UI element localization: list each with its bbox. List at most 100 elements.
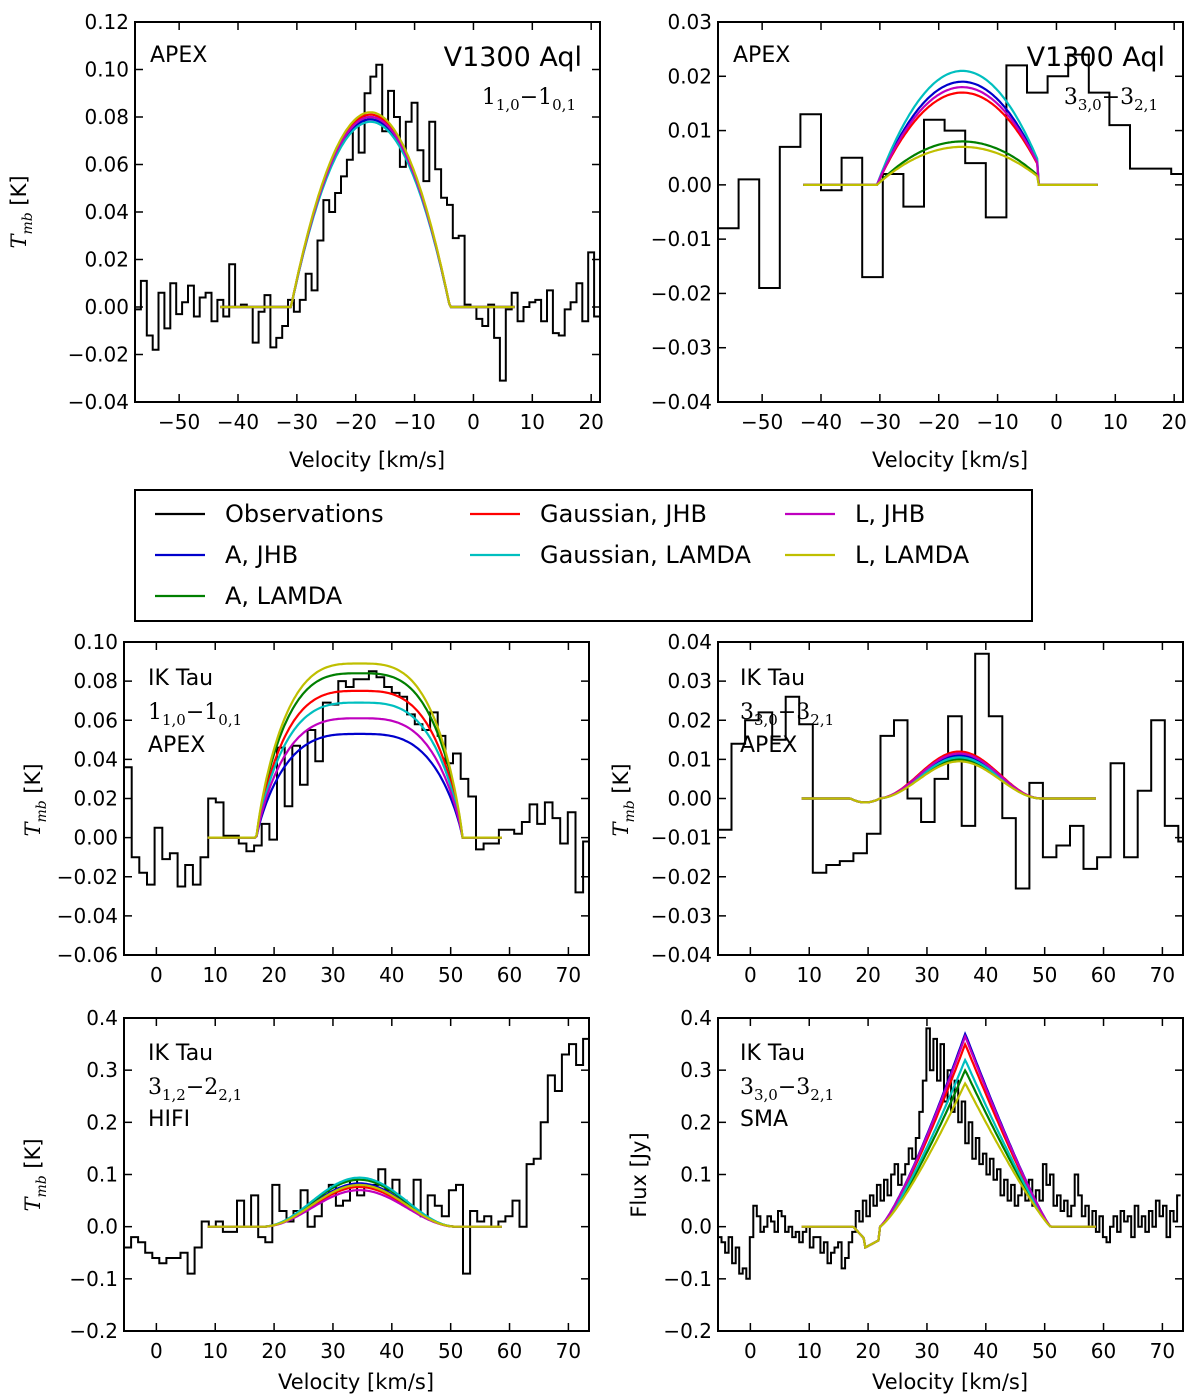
- panel-v1300-110: −50 −40 −30 −20 −10 0 10 20 −0.04 −0.02 0.00 0.02 0.…: [7, 10, 604, 472]
- legend-label: A, JHB: [225, 541, 298, 569]
- x-tick-label: 60: [497, 1339, 522, 1363]
- y-tick-label: −0.01: [651, 227, 712, 251]
- y-tick-label: −0.1: [69, 1267, 118, 1291]
- star-label: IK Tau: [148, 1041, 213, 1066]
- series-l-lamda: [220, 111, 515, 309]
- x-tick-label: 70: [1150, 1339, 1175, 1363]
- x-tick-label: 50: [1032, 963, 1057, 987]
- x-tick-label: 20: [1161, 410, 1186, 434]
- y-tick-label: −0.02: [651, 865, 712, 889]
- y-tick-label: 0.00: [667, 173, 712, 197]
- legend-label: A, LAMDA: [225, 582, 343, 610]
- x-tick-label: 10: [520, 410, 545, 434]
- y-tick-label: 0.00: [73, 826, 118, 850]
- y-tick-label: −0.04: [651, 390, 712, 414]
- series-l-lamda: [801, 1081, 1096, 1250]
- legend-label: L, JHB: [855, 500, 925, 528]
- series-observations: [124, 1037, 589, 1275]
- x-tick-label: 0: [150, 1339, 163, 1363]
- series-l-lamda: [801, 760, 1096, 804]
- x-axis-label: Velocity [km/s]: [872, 1370, 1028, 1394]
- series-observations: [718, 652, 1183, 890]
- transition-label: 11,0−10,1: [148, 700, 242, 729]
- x-tick-label: 20: [261, 963, 286, 987]
- series-observations: [718, 53, 1183, 289]
- x-tick-label: 30: [914, 1339, 939, 1363]
- transition-label: 33,0−32,1: [1064, 85, 1158, 114]
- y-tick-label: 0.06: [84, 153, 129, 177]
- y-tick-label: −0.03: [651, 336, 712, 360]
- x-tick-label: 10: [203, 1339, 228, 1363]
- y-tick-label: 0.03: [667, 669, 712, 693]
- x-tick-label: 60: [1091, 1339, 1116, 1363]
- series-l-jhb: [801, 1033, 1096, 1250]
- x-tick-label: −50: [158, 410, 200, 434]
- plot-frame: [717, 21, 1184, 403]
- y-tick-label: −0.06: [57, 943, 118, 967]
- y-tick-label: −0.01: [651, 826, 712, 850]
- y-tick-label: 0.08: [73, 669, 118, 693]
- series-l-jhb: [220, 115, 515, 309]
- panel-iktau-330-apex: 0 10 20 30 40 50 60 70 −0.04 −0.03 −0.02 −0.01 0.00 0…: [609, 630, 1184, 987]
- star-label: IK Tau: [148, 666, 213, 691]
- x-tick-label: 20: [578, 410, 603, 434]
- series-l-lamda: [803, 145, 1098, 186]
- panel-v1300-330: −50 −40 −30 −20 −10 0 10 20 −0.04 −0.03 −0.02 −0.01…: [651, 10, 1187, 472]
- y-tick-label: 0.3: [680, 1058, 712, 1082]
- series-observations: [124, 670, 589, 894]
- x-tick-label: 70: [1150, 963, 1175, 987]
- y-tick-label: −0.2: [663, 1319, 712, 1343]
- x-tick-label: −40: [800, 410, 842, 434]
- y-tick-label: 0.1: [86, 1163, 118, 1187]
- series-l-jhb: [803, 85, 1098, 186]
- y-tick-label: 0.00: [84, 295, 129, 319]
- x-tick-label: −20: [918, 410, 960, 434]
- series-l-lamda: [207, 1183, 502, 1228]
- x-tick-label: 40: [379, 1339, 404, 1363]
- series-a-jhb: [220, 118, 515, 309]
- transition-label: 11,0−10,1: [482, 85, 576, 114]
- series-gaussian-jhb: [801, 1041, 1096, 1250]
- x-tick-label: 20: [261, 1339, 286, 1363]
- y-tick-label: 0.12: [84, 10, 129, 34]
- transition-label: 33,0−32,1: [740, 700, 834, 729]
- telescope-label: APEX: [733, 43, 790, 68]
- y-axis-label: Tmb [K]: [21, 763, 50, 836]
- x-tick-label: 70: [556, 963, 581, 987]
- x-tick-label: 0: [150, 963, 163, 987]
- x-tick-label: −50: [741, 410, 783, 434]
- y-tick-label: 0.02: [667, 64, 712, 88]
- y-tick-label: 0.04: [84, 200, 129, 224]
- x-tick-label: 0: [1050, 410, 1063, 434]
- x-tick-label: 10: [1103, 410, 1128, 434]
- x-tick-label: −30: [859, 410, 901, 434]
- y-tick-label: −0.02: [651, 281, 712, 305]
- y-tick-label: −0.04: [68, 390, 129, 414]
- plot-frame: [134, 21, 601, 403]
- series-l-jhb: [207, 717, 502, 839]
- x-tick-label: 50: [438, 1339, 463, 1363]
- panel-iktau-330-sma: 0 10 20 30 40 50 60 70 −0.2 −0.1 0.0 0.1 0.2 0.3 0.4 I…: [627, 1006, 1184, 1394]
- y-tick-label: 0.00: [667, 787, 712, 811]
- telescope-label: APEX: [740, 733, 797, 758]
- legend-label: Observations: [225, 500, 384, 528]
- series-gaussian-jhb: [803, 91, 1098, 186]
- y-tick-label: 0.10: [84, 58, 129, 82]
- x-tick-label: 30: [914, 963, 939, 987]
- x-tick-label: 10: [203, 963, 228, 987]
- star-label: V1300 Aql: [1027, 42, 1165, 73]
- y-tick-label: 0.02: [73, 787, 118, 811]
- x-axis-label: Velocity [km/s]: [872, 448, 1028, 472]
- series-a-lamda: [220, 115, 515, 309]
- y-tick-label: 0.01: [667, 119, 712, 143]
- x-tick-label: 10: [797, 963, 822, 987]
- x-tick-label: 20: [855, 1339, 880, 1363]
- series-gaussian-jhb: [220, 113, 515, 309]
- series-a-jhb: [801, 1031, 1096, 1250]
- x-tick-label: 40: [379, 963, 404, 987]
- y-tick-label: −0.02: [68, 343, 129, 367]
- y-tick-label: 0.2: [680, 1110, 712, 1134]
- x-tick-label: 40: [973, 1339, 998, 1363]
- series-a-jhb: [207, 732, 502, 839]
- legend-frame: [134, 489, 1033, 622]
